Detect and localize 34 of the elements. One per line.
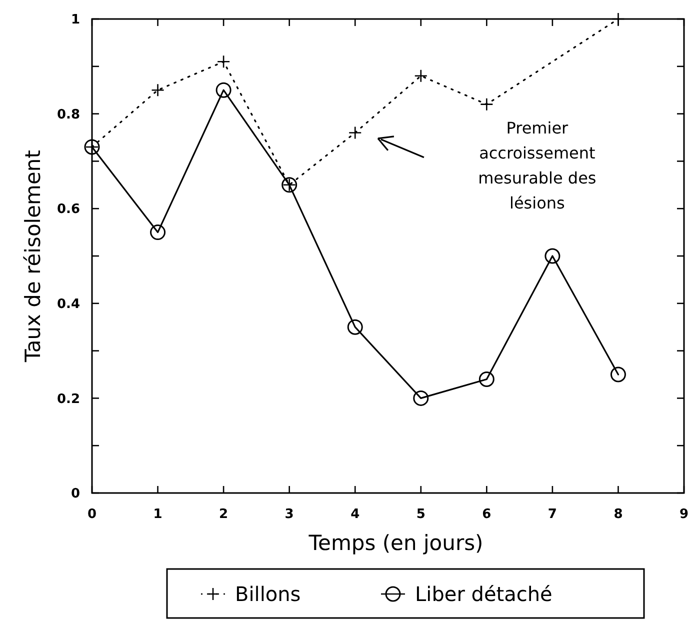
point — [413, 390, 429, 406]
x-tick-label: 1 — [153, 507, 162, 522]
x-tick-label: 5 — [416, 507, 426, 522]
point — [216, 55, 230, 68]
y-tick-label: 1 — [70, 12, 80, 28]
y-axis-title: Taux de réisolement — [21, 150, 45, 363]
point — [610, 366, 626, 382]
point — [612, 12, 625, 26]
x-tick-label: 0 — [87, 507, 97, 522]
point — [150, 224, 166, 240]
x-tick-label: 3 — [284, 507, 294, 522]
x-tick-label: 4 — [350, 507, 360, 522]
y-tick-label: 0.8 — [56, 107, 80, 122]
point — [348, 126, 362, 140]
annotation: Premier accroissement mesurable des lésions — [478, 118, 596, 212]
y-tick-label: 0.4 — [56, 296, 80, 312]
x-tick-label: 6 — [482, 507, 492, 522]
y-tick-label: 0 — [70, 486, 80, 502]
point — [480, 98, 494, 111]
y-tick-label: 0.2 — [56, 392, 80, 407]
x-axis-title: Temps (en jours) — [308, 531, 484, 555]
x-tick-label: 8 — [614, 507, 623, 522]
y-tick-label: 0.6 — [56, 202, 80, 218]
x-tick-label: 2 — [219, 507, 228, 522]
x-tick-label: 9 — [679, 507, 689, 522]
point — [347, 319, 363, 335]
legend-label: Billons — [235, 582, 301, 606]
point — [151, 83, 164, 97]
x-tick-label: 7 — [548, 507, 557, 522]
legend-label: Liber détaché — [415, 582, 552, 606]
point — [414, 69, 428, 83]
point — [544, 248, 560, 264]
point — [478, 371, 494, 387]
point — [216, 82, 232, 98]
